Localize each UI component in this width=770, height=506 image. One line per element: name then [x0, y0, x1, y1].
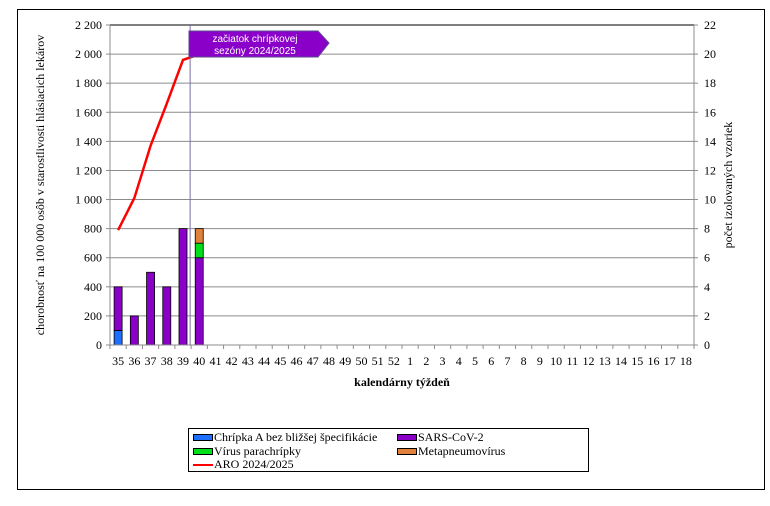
legend-label: Metapneumovírus: [418, 444, 506, 458]
legend-line-red: [193, 463, 213, 466]
x-tick-label: 37: [145, 354, 157, 368]
x-tick-label: 13: [599, 354, 611, 368]
x-axis-ticks: 35 36 37 38 39 40 41 42 43 44 45 46 47 48 49 50 51 52 1 2 3 4…: [109, 345, 695, 368]
x-tick-label: 4: [456, 354, 462, 368]
x-tick-label: 1: [407, 354, 413, 368]
x-axis-label: kalendárny týždeň: [354, 375, 450, 389]
right-tick-label: 4: [704, 280, 710, 294]
legend-swatch-blue: [193, 434, 213, 441]
left-tick-label: 400: [84, 280, 102, 294]
x-tick-label: 7: [504, 354, 510, 368]
legend-swatch-orange: [397, 448, 417, 455]
aro-line: [116, 52, 201, 231]
chart-legend: Chrípka A bez bližšej špecifikácie SARS-…: [188, 428, 589, 472]
x-tick-label: 3: [440, 354, 446, 368]
x-tick-label: 36: [128, 354, 140, 368]
right-tick-label: 14: [704, 134, 716, 148]
left-tick-label: 1 200: [75, 163, 102, 177]
left-tick-label: 1 800: [75, 76, 102, 90]
x-tick-label: 8: [521, 354, 527, 368]
left-tick-label: 1 600: [75, 105, 102, 119]
legend-swatch-purple: [397, 434, 417, 441]
right-axis-label: počet izolovaných vzoriek: [721, 122, 735, 249]
x-tick-label: 12: [583, 354, 595, 368]
x-tick-label: 35: [112, 354, 124, 368]
bar-segment: [113, 286, 123, 331]
left-tick-label: 200: [84, 309, 102, 323]
x-tick-label: 9: [537, 354, 543, 368]
bar-segment: [194, 257, 204, 346]
x-tick-label: 6: [488, 354, 494, 368]
right-tick-label: 12: [704, 163, 716, 177]
bar-segment: [194, 228, 204, 244]
bar-segment: [194, 242, 204, 259]
left-tick-label: 600: [84, 251, 102, 265]
x-tick-label: 51: [372, 354, 384, 368]
x-tick-label: 43: [242, 354, 254, 368]
legend-item-chripka-a: Chrípka A bez bližšej špecifikácie: [193, 431, 377, 444]
x-tick-label: 50: [355, 354, 367, 368]
x-tick-label: 44: [258, 354, 270, 368]
right-tick-label: 22: [704, 18, 716, 32]
bar-segment: [129, 315, 139, 346]
left-tick-label: 800: [84, 222, 102, 236]
left-tick-label: 1 000: [75, 193, 102, 207]
x-tick-label: 15: [631, 354, 643, 368]
x-tick-label: 39: [177, 354, 189, 368]
right-tick-label: 20: [704, 47, 716, 61]
season-start-callout: začiatok chrípkovej sezóny 2024/2025: [188, 30, 330, 58]
left-tick-label: 1 400: [75, 134, 102, 148]
callout-line1: začiatok chrípkovej: [212, 34, 297, 45]
left-tick-label: 2 200: [75, 18, 102, 32]
x-tick-label: 46: [291, 354, 303, 368]
bar-series: [113, 228, 204, 346]
x-tick-label: 49: [339, 354, 351, 368]
legend-item-parachripka: Vírus parachrípky: [193, 445, 301, 458]
x-tick-label: 48: [323, 354, 335, 368]
x-tick-label: 17: [664, 354, 676, 368]
right-axis-ticks: 0 2 4 6 8 10 12 14 16 18 20 22: [694, 18, 716, 352]
x-tick-label: 38: [161, 354, 173, 368]
x-tick-label: 41: [209, 354, 221, 368]
bar-segment: [162, 286, 172, 346]
right-tick-label: 8: [704, 222, 710, 236]
x-tick-label: 42: [226, 354, 238, 368]
right-tick-label: 0: [704, 338, 710, 352]
x-tick-label: 11: [567, 354, 579, 368]
chart-frame: [17, 9, 765, 490]
x-tick-label: 5: [472, 354, 478, 368]
bar-segment: [146, 271, 155, 346]
left-tick-label: 0: [96, 338, 102, 352]
bar-segment: [178, 228, 188, 346]
x-tick-label: 14: [615, 354, 627, 368]
x-tick-label: 47: [307, 354, 319, 368]
x-tick-label: 10: [550, 354, 562, 368]
right-tick-label: 6: [704, 251, 710, 265]
x-tick-label: 52: [388, 354, 400, 368]
x-tick-label: 2: [423, 354, 429, 368]
aro-line-series: [116, 52, 201, 231]
legend-item-metapneumovirus: Metapneumovírus: [397, 445, 505, 458]
left-axis-ticks: 0 200 400 600 800 1 000 1 200 1 400 1 600 1 800 2 …: [75, 18, 110, 352]
right-tick-label: 2: [704, 309, 710, 323]
x-tick-label: 45: [274, 354, 286, 368]
left-tick-label: 2 000: [75, 47, 102, 61]
legend-item-aro: ARO 2024/2025: [193, 458, 294, 471]
legend-label: Chrípka A bez bližšej špecifikácie: [214, 430, 378, 444]
legend-label: SARS-CoV-2: [418, 430, 484, 444]
bar-segment: [113, 330, 123, 346]
right-tick-label: 16: [704, 105, 716, 119]
legend-label: Vírus parachrípky: [214, 444, 301, 458]
x-tick-label: 40: [193, 354, 205, 368]
legend-item-sars-cov-2: SARS-CoV-2: [397, 431, 484, 444]
right-tick-label: 10: [704, 193, 716, 207]
x-tick-label: 16: [647, 354, 659, 368]
legend-label: ARO 2024/2025: [214, 457, 294, 471]
x-tick-label: 18: [680, 354, 692, 368]
legend-swatch-green: [193, 448, 213, 455]
left-axis-label: chorobnosť na 100 000 osôb v starostlivo…: [33, 35, 47, 335]
right-tick-label: 18: [704, 76, 716, 90]
callout-line2: sezóny 2024/2025: [214, 46, 296, 57]
